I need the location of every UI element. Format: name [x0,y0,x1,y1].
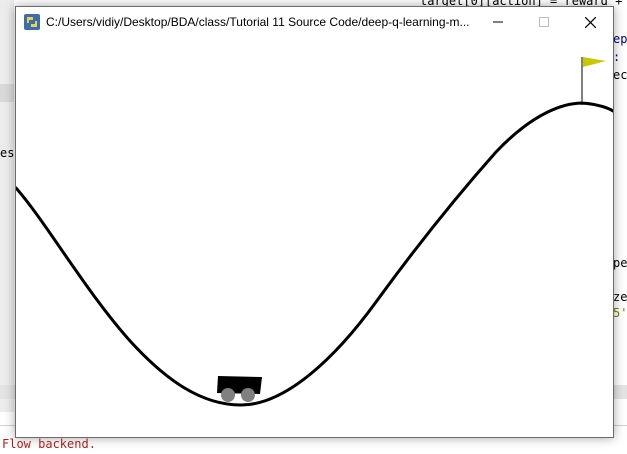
minimize-button[interactable] [475,7,521,37]
editor-code-fragment: 5' [613,306,627,320]
car-wheel-left [221,388,235,402]
window-title: C:/Users/vidiy/Desktop/BDA/class/Tutoria… [46,15,470,29]
editor-code-fragment: ep [613,32,627,46]
editor-text-fragment: es [0,146,15,160]
console-output: Flow backend. [2,437,96,451]
close-icon [584,16,596,28]
maximize-icon [539,17,549,27]
render-canvas [14,37,615,437]
car [217,376,262,402]
editor-code-fragment: : [613,50,621,64]
editor-code-fragment: ze [613,290,627,304]
editor-code-fragment: ec [613,68,627,82]
editor-code-line: target[0][action] = reward + [420,0,623,8]
ide-gutter-marker [0,84,14,102]
maximize-button[interactable] [521,7,567,37]
render-window[interactable]: C:/Users/vidiy/Desktop/BDA/class/Tutoria… [14,6,615,438]
editor-code-fragment: pe [613,256,627,270]
close-button[interactable] [567,7,613,37]
flag-icon [583,57,606,67]
mountain-track [14,101,615,407]
minimize-icon [493,21,503,23]
ide-gutter [0,0,14,425]
car-wheel-right [241,388,255,402]
mountain-car-scene [14,57,615,407]
title-bar[interactable]: C:/Users/vidiy/Desktop/BDA/class/Tutoria… [16,7,613,37]
python-icon [24,14,40,30]
